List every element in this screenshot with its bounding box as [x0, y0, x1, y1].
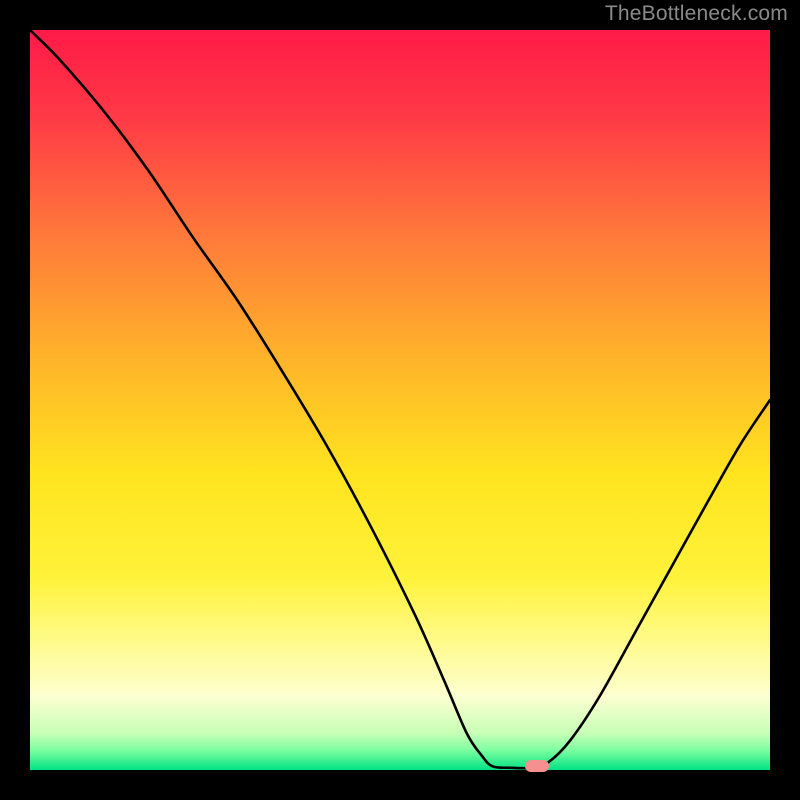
plot-area: [30, 30, 770, 770]
curve-path: [30, 30, 770, 768]
watermark-text: TheBottleneck.com: [605, 2, 788, 26]
optimal-marker: [525, 760, 549, 772]
chart-frame: TheBottleneck.com: [0, 0, 800, 800]
bottleneck-curve: [30, 30, 770, 770]
